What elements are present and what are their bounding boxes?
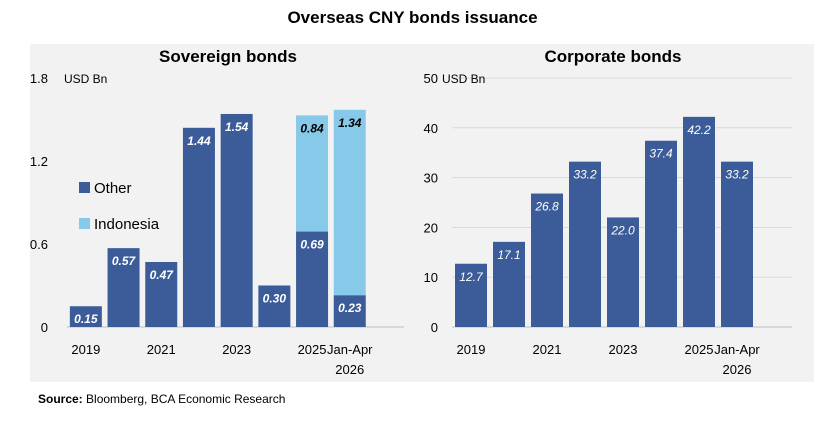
corporate-bar [683,116,715,328]
corporate-data-label: 33.2 [725,168,749,182]
corporate-x-tick-label: 2023 [609,342,638,357]
sovereign-y-axis-unit: USD Bn [64,72,107,86]
source-text: Bloomberg, BCA Economic Research [82,392,286,406]
corporate-bar [493,241,525,327]
sovereign-data-label: 0.47 [150,268,175,282]
sovereign-bar [182,127,215,327]
sovereign-bar [333,109,366,296]
sovereign-bar [333,295,366,327]
sovereign-y-tick-label: 1.8 [30,71,48,86]
source-note: Source: Bloomberg, BCA Economic Research [38,392,285,406]
sovereign-bar [296,231,329,327]
corporate-x-tick-label: 2025 [685,342,714,357]
corporate-y-tick-label: 50 [424,71,438,86]
sovereign-data-label: 1.54 [225,120,249,134]
sovereign-data-label: 1.44 [187,134,211,148]
corporate-x-tick-label: 2021 [533,342,562,357]
sovereign-x-tick-label: Jan-Apr [327,342,373,357]
corporate-data-label: 42.2 [687,123,711,137]
sovereign-bar [258,285,291,327]
corporate-bar [721,161,753,327]
sovereign-x-tick-label: 2019 [71,342,100,357]
source-label: Source: [38,392,83,406]
corporate-y-tick-label: 40 [424,121,438,136]
sovereign-data-label: 1.34 [338,116,362,130]
corporate-y-tick-label: 10 [424,270,438,285]
sovereign-data-label: 0.15 [74,312,98,326]
sovereign-bar [145,261,178,327]
corporate-bar [531,193,563,327]
sovereign-data-label: 0.30 [263,292,287,306]
sovereign-data-label: 0.84 [300,121,324,135]
sovereign-bar [69,306,102,327]
corporate-data-label: 17.1 [497,248,520,262]
legend-swatch [79,218,90,229]
corporate-y-tick-label: 20 [424,220,438,235]
corporate-y-axis-unit: USD Bn [442,72,485,86]
corporate-x-tick-label: 2026 [723,362,752,377]
sovereign-x-tick-label: 2025 [298,342,327,357]
sovereign-x-tick-label: 2026 [335,362,364,377]
corporate-bar [607,217,639,327]
corporate-bar [569,161,601,327]
sovereign-data-label: 0.23 [338,301,362,315]
sovereign-y-tick-label: 0.6 [30,237,48,252]
corporate-bar [455,263,487,327]
legend-label: Indonesia [94,216,160,233]
sovereign-bar [220,113,253,327]
sovereign-x-tick-label: 2023 [222,342,251,357]
sovereign-data-label: 0.69 [300,238,324,252]
sovereign-bar [107,248,140,327]
corporate-y-tick-label: 0 [431,320,438,335]
legend-swatch [79,182,90,193]
corporate-x-tick-label: 2019 [457,342,486,357]
corporate-data-label: 33.2 [573,168,597,182]
sovereign-y-tick-label: 1.2 [30,154,48,169]
sovereign-x-tick-label: 2021 [147,342,176,357]
corporate-y-tick-label: 30 [424,171,438,186]
sovereign-chart-title: Sovereign bonds [159,47,297,66]
corporate-chart-title: Corporate bonds [545,47,682,66]
corporate-x-tick-label: Jan-Apr [714,342,760,357]
sovereign-data-label: 0.57 [112,254,137,268]
corporate-data-label: 12.7 [459,270,484,284]
corporate-bar [645,140,677,327]
corporate-data-label: 37.4 [649,147,673,161]
sovereign-bar [296,115,329,232]
corporate-data-label: 26.8 [534,200,559,214]
corporate-data-label: 22.0 [610,223,635,237]
sovereign-y-tick-label: 0 [41,320,48,335]
legend-label: Other [94,180,132,197]
figure-title: Overseas CNY bonds issuance [287,8,538,27]
